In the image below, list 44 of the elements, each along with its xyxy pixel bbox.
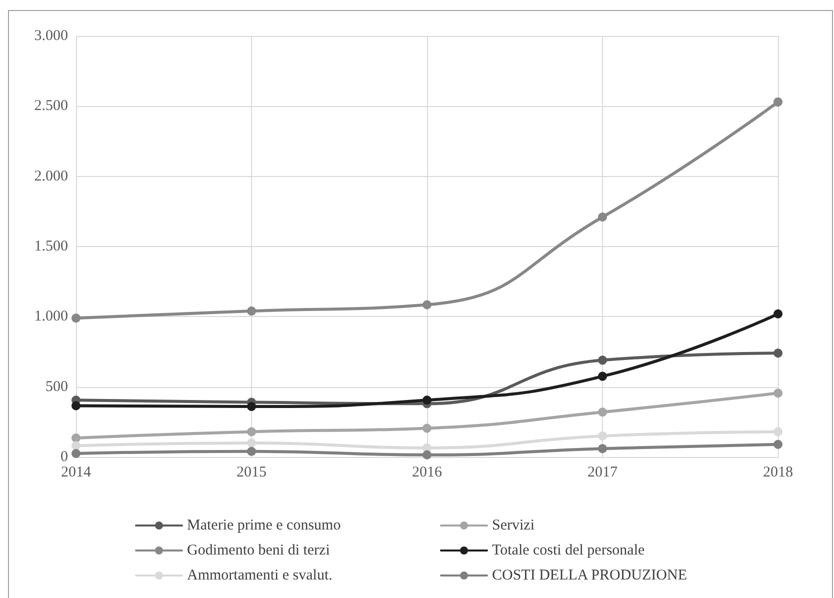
legend-label: Totale costi del personale xyxy=(492,542,645,558)
point xyxy=(598,408,607,417)
point xyxy=(598,212,607,222)
point xyxy=(247,438,256,448)
y-tick-label: 1.500 xyxy=(34,238,68,254)
legend-label: Ammortamenti e svalut. xyxy=(187,568,332,584)
legend-label: Godimento beni di terzi xyxy=(187,542,330,558)
point xyxy=(598,372,607,381)
x-tick-label: 2017 xyxy=(588,464,618,480)
y-tick-label: 1.000 xyxy=(34,308,68,325)
point xyxy=(247,427,256,436)
point xyxy=(774,388,782,398)
legend-label: Materie prime e consumo xyxy=(187,518,341,534)
x-tick-label: 2016 xyxy=(412,464,442,480)
point xyxy=(72,441,80,450)
point xyxy=(598,431,607,440)
legend-label: COSTI DELLA PRODUZIONE xyxy=(492,568,687,584)
point xyxy=(422,424,432,433)
point xyxy=(247,446,256,456)
y-tick-label: 3.000 xyxy=(34,28,68,44)
point xyxy=(72,434,80,443)
y-tick-label: 500 xyxy=(46,378,68,395)
point xyxy=(422,300,432,310)
legend-label: Servizi xyxy=(492,518,534,534)
point xyxy=(598,444,607,454)
point xyxy=(72,401,80,410)
point xyxy=(422,396,432,405)
point xyxy=(774,440,782,449)
point xyxy=(72,448,80,458)
point xyxy=(774,309,782,318)
point xyxy=(422,450,432,460)
y-tick-label: 2.500 xyxy=(34,98,68,114)
point xyxy=(774,97,782,106)
x-tick-label: 2018 xyxy=(763,464,793,480)
x-tick-label: 2015 xyxy=(236,464,266,480)
point xyxy=(774,348,782,358)
point xyxy=(247,306,256,316)
point xyxy=(72,314,80,323)
y-tick-label: 2.000 xyxy=(34,168,68,184)
point xyxy=(247,402,256,411)
point xyxy=(598,356,607,365)
y-tick-label: 0 xyxy=(60,449,68,465)
x-tick-label: 2014 xyxy=(61,464,92,480)
point xyxy=(774,427,782,436)
